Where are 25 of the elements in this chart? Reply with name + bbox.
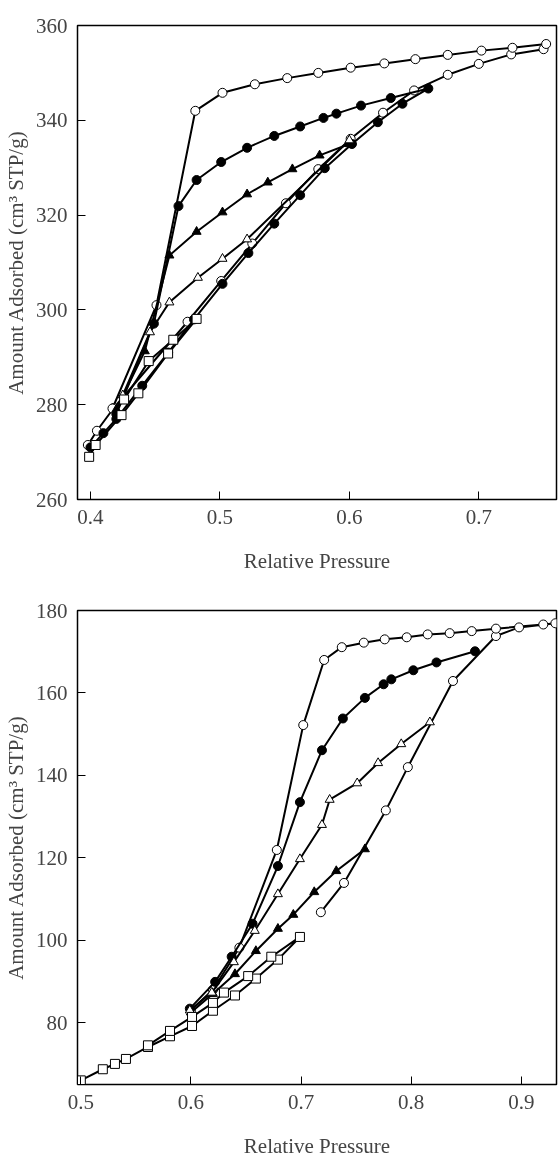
y-tick-label: 100 xyxy=(36,928,68,953)
x-axis-title: Relative Pressure xyxy=(243,548,391,573)
y-tick-label: 120 xyxy=(36,845,68,870)
x-axis-title: Relative Pressure xyxy=(243,1133,391,1158)
x-tick-label: 0.8 xyxy=(398,1089,425,1114)
y-tick-label: 320 xyxy=(36,203,68,228)
y-tick-label: 140 xyxy=(36,763,68,788)
x-tick-label: 0.7 xyxy=(465,504,492,529)
y-axis-title: Amount Adsorbed (cm³ STP/g) xyxy=(4,716,28,980)
x-tick-label: 0.5 xyxy=(206,504,234,529)
y-tick-label: 160 xyxy=(36,680,68,705)
x-tick-label: 0.6 xyxy=(336,504,363,529)
y-tick-label: 300 xyxy=(36,297,68,322)
y-tick-label: 260 xyxy=(36,487,68,512)
x-tick-label: 0.7 xyxy=(287,1089,315,1114)
y-tick-label: 360 xyxy=(36,13,68,38)
x-tick-label: 0.9 xyxy=(508,1089,535,1114)
y-tick-label: 180 xyxy=(36,598,68,623)
y-axis-title: Amount Adsorbed (cm³ STP/g) xyxy=(4,131,28,395)
x-tick-label: 0.6 xyxy=(177,1089,205,1114)
y-tick-label: 80 xyxy=(46,1010,68,1035)
x-tick-label: 0.5 xyxy=(67,1089,94,1114)
y-tick-label: 340 xyxy=(36,108,68,133)
y-tick-label: 280 xyxy=(36,392,68,417)
x-tick-label: 0.4 xyxy=(77,504,105,529)
